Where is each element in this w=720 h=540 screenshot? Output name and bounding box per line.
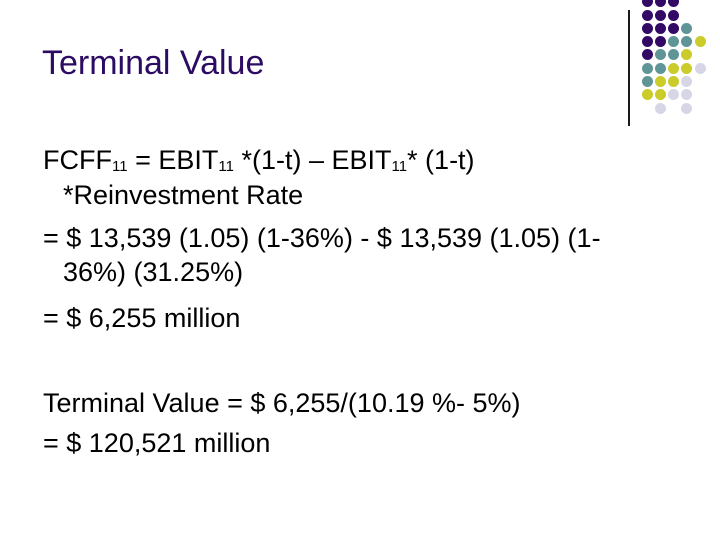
ornament-dot-lavender [681, 89, 693, 101]
subscript-text: 11 [218, 158, 234, 175]
ornament-dot-lavender [694, 62, 706, 74]
ornament-dot-purple [641, 0, 653, 8]
ornament-dot-yellow [668, 62, 680, 74]
ornament-dot-teal [654, 49, 666, 61]
text-segment: * (1-t) [407, 145, 475, 175]
ornament-dot-yellow [681, 62, 693, 74]
ornament-dot-purple [641, 36, 653, 48]
ornament-dot-lavender [668, 89, 680, 101]
ornament-dot-lavender [654, 102, 666, 114]
ornament-dot-lavender [681, 76, 693, 87]
ornament-dot-purple [654, 9, 666, 21]
ornament-dot-yellow [681, 49, 693, 61]
body-line-6: Terminal Value = $ 6,255/(10.19 %- 5%) [43, 390, 521, 417]
text-segment: *(1-t) – EBIT [233, 145, 392, 175]
ornament-dot-teal [654, 62, 666, 74]
ornament-dot-purple [641, 22, 653, 34]
text-segment: = $ 6,255 million [43, 303, 241, 333]
body-line-7: = $ 120,521 million [43, 430, 270, 457]
ornament-dot-teal [681, 22, 693, 34]
ornament-dot-teal [668, 49, 680, 61]
text-segment: = $ 120,521 million [43, 428, 271, 458]
ornament-dot-purple [654, 22, 666, 34]
ornament-dot-purple [654, 36, 666, 48]
ornament-dot-yellow [694, 36, 706, 48]
ornament-dot-purple [641, 9, 653, 21]
text-segment: Terminal Value = $ 6,255/(10.19 %- 5%) [43, 388, 521, 418]
ornament-dot-teal [641, 76, 653, 87]
ornament-dot-teal [641, 62, 653, 74]
subscript-text: 11 [111, 158, 128, 175]
text-segment: *Reinvestment Rate [63, 180, 304, 210]
ornament-dot-lavender [681, 102, 693, 114]
ornament-dot-teal [668, 36, 680, 48]
ornament-dot-yellow [641, 89, 653, 101]
ornament-dot-purple [641, 49, 653, 61]
slide-title: Terminal Value [42, 44, 265, 82]
ornament-dot-yellow [654, 89, 666, 101]
ornament-dot-purple [654, 0, 666, 8]
text-segment: = $ 13,539 (1.05) (1-36%) - $ 13,539 (1.… [43, 223, 601, 253]
subscript-text: 11 [391, 158, 408, 175]
ornament-dot-yellow [654, 76, 666, 87]
ornament-vertical-rule [628, 10, 630, 126]
ornament-dot-purple [668, 0, 680, 8]
body-line-4: 36%) (31.25%) [63, 259, 243, 286]
body-line-3: = $ 13,539 (1.05) (1-36%) - $ 13,539 (1.… [43, 225, 601, 252]
text-segment: FCFF [43, 145, 112, 175]
ornament-dot-teal [681, 36, 693, 48]
ornament-dot-yellow [668, 76, 680, 87]
text-segment: 36%) (31.25%) [63, 257, 244, 287]
body-line-1: FCFF11 = EBIT11 *(1-t) – EBIT11* (1-t) [43, 145, 475, 175]
body-line-2: *Reinvestment Rate [63, 182, 303, 209]
body-line-5: = $ 6,255 million [43, 305, 240, 332]
ornament-dot-purple [668, 22, 680, 34]
text-segment: = EBIT [127, 145, 219, 175]
ornament-dot-purple [668, 9, 680, 21]
